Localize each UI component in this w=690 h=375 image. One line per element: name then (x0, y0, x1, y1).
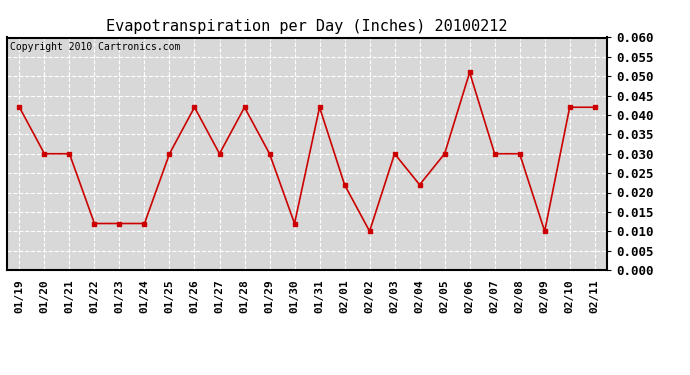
Title: Evapotranspiration per Day (Inches) 20100212: Evapotranspiration per Day (Inches) 2010… (106, 18, 508, 33)
Text: Copyright 2010 Cartronics.com: Copyright 2010 Cartronics.com (10, 42, 180, 52)
